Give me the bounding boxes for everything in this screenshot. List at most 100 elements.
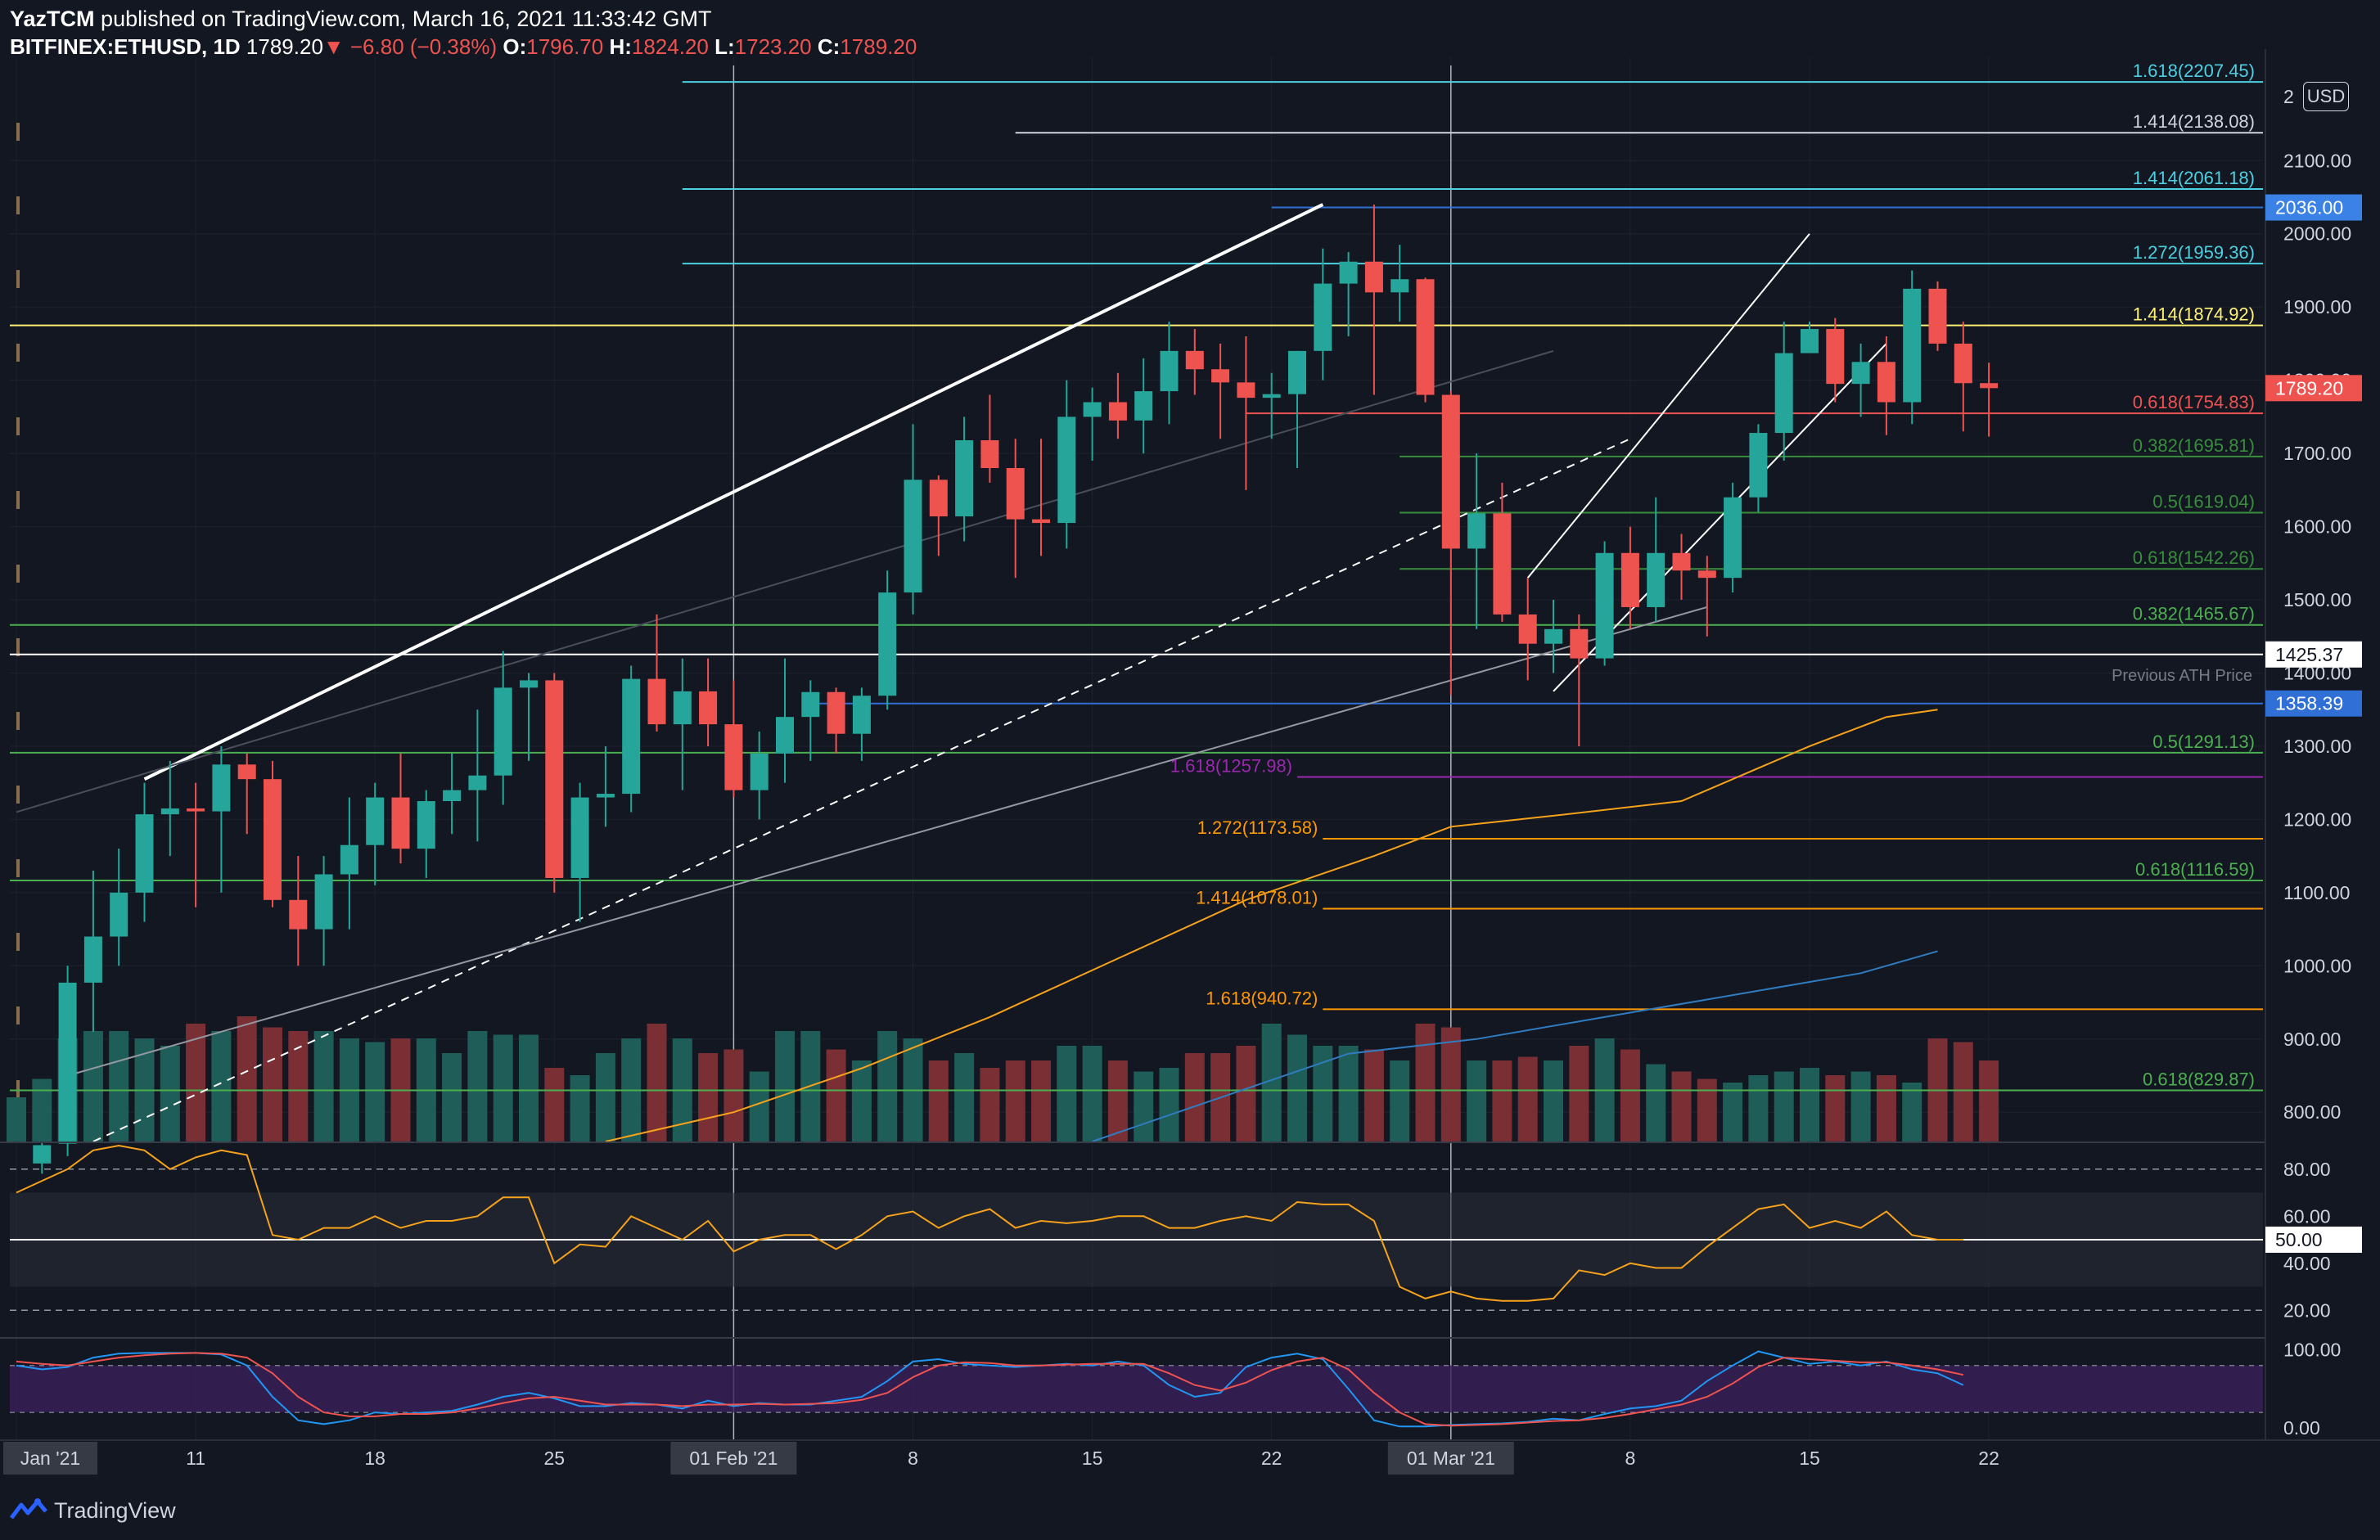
volume-bar bbox=[263, 1027, 282, 1141]
price-tick-label: 1600.00 bbox=[2283, 516, 2351, 538]
volume-bar bbox=[83, 1031, 103, 1141]
candle-body bbox=[1903, 288, 1922, 403]
volume-bar bbox=[1031, 1060, 1051, 1141]
last-price: 1789.20 bbox=[246, 34, 323, 59]
volume-bar bbox=[1800, 1068, 1819, 1141]
candle-body bbox=[1493, 513, 1512, 615]
volume-bar bbox=[1440, 1027, 1461, 1141]
open-value: 1796.70 bbox=[526, 34, 604, 59]
symbol-label[interactable]: BITFINEX:ETHUSD, 1D bbox=[10, 34, 241, 59]
trendline bbox=[1526, 233, 1810, 579]
candle-body bbox=[237, 764, 256, 780]
boxed-date-bg bbox=[3, 1442, 97, 1475]
volume-bar bbox=[1825, 1075, 1846, 1141]
candle-body bbox=[1339, 261, 1358, 284]
left-edge-marker bbox=[16, 859, 20, 877]
close-label: C: bbox=[817, 34, 841, 59]
time-tick-label: 22 bbox=[1978, 1448, 1999, 1469]
volume-bar bbox=[1492, 1060, 1512, 1141]
rsi-tick-label: 60.00 bbox=[2283, 1205, 2331, 1227]
candle-body bbox=[1851, 362, 1870, 385]
volume-bar bbox=[1850, 1071, 1871, 1141]
fib-level-label: 0.618(829.87) bbox=[2143, 1069, 2255, 1089]
candle-body bbox=[1160, 350, 1179, 392]
volume-bar bbox=[1236, 1046, 1256, 1141]
fib-level-label: 1.272(1959.36) bbox=[2133, 242, 2255, 263]
time-tick-label: 25 bbox=[544, 1448, 566, 1469]
fib-level-label: 0.618(1754.83) bbox=[2133, 392, 2255, 412]
candle-body bbox=[135, 814, 154, 893]
candle-body bbox=[1262, 394, 1281, 399]
candle-body bbox=[314, 874, 333, 930]
candle-body bbox=[1364, 261, 1383, 293]
volume-bar bbox=[928, 1060, 949, 1141]
volume-bar bbox=[1338, 1046, 1359, 1141]
volume-bar bbox=[1517, 1056, 1538, 1141]
candle-body bbox=[929, 480, 948, 517]
sma-blue-line bbox=[1092, 950, 1938, 1142]
left-edge-marker bbox=[16, 1006, 20, 1024]
volume-bar bbox=[1620, 1049, 1640, 1141]
candle-body bbox=[366, 797, 385, 845]
candle-body bbox=[647, 678, 666, 725]
volume-bar bbox=[1134, 1071, 1154, 1141]
volume-bar bbox=[1748, 1075, 1769, 1141]
last-price-tag-bg bbox=[2265, 375, 2362, 402]
boxed-date-label: 01 Feb '21 bbox=[689, 1448, 778, 1469]
candle-body bbox=[1672, 552, 1691, 571]
volume-bar bbox=[851, 1060, 872, 1141]
volume-bar bbox=[467, 1031, 488, 1141]
time-tick-label: 15 bbox=[1799, 1448, 1820, 1469]
candle-body bbox=[852, 696, 871, 734]
currency-button[interactable]: USD bbox=[2303, 82, 2349, 111]
stoch-tick-label: 0.00 bbox=[2283, 1417, 2320, 1439]
left-edge-marker bbox=[16, 933, 20, 951]
high-value: 1824.20 bbox=[631, 34, 709, 59]
left-edge-marker bbox=[16, 344, 20, 362]
volume-bar bbox=[109, 1031, 129, 1141]
sma-orange-line bbox=[605, 709, 1938, 1142]
candle-body bbox=[1006, 468, 1025, 520]
volume-bar bbox=[1544, 1060, 1563, 1141]
level-axis-tag-bg bbox=[2265, 641, 2362, 668]
volume-bar bbox=[1184, 1053, 1205, 1141]
candle-body bbox=[1570, 628, 1589, 659]
candle-body bbox=[980, 440, 999, 469]
volume-bar bbox=[775, 1031, 795, 1141]
rsi-mid-tag: 50.00 bbox=[2275, 1229, 2323, 1250]
boxed-date-bg bbox=[1387, 1442, 1514, 1475]
volume-bar bbox=[186, 1024, 206, 1141]
volume-bar bbox=[519, 1034, 539, 1141]
candle-body bbox=[1954, 343, 1972, 384]
rsi-mid-tag-bg bbox=[2265, 1227, 2362, 1253]
rsi-tick-label: 40.00 bbox=[2283, 1253, 2331, 1274]
stoch-tick-label: 100.00 bbox=[2283, 1340, 2341, 1361]
fib-level-label: 1.618(2207.45) bbox=[2133, 61, 2255, 81]
level-axis-tag: 2036.00 bbox=[2275, 197, 2343, 218]
time-tick-label: 18 bbox=[364, 1448, 385, 1469]
volume-bar bbox=[288, 1031, 309, 1141]
candle-body bbox=[1288, 350, 1306, 394]
volume-bar bbox=[32, 1078, 52, 1141]
tradingview-branding[interactable]: TradingView bbox=[10, 1493, 176, 1529]
trendline bbox=[143, 203, 1324, 781]
time-tick-label: 11 bbox=[186, 1448, 205, 1469]
candle-body bbox=[1032, 519, 1050, 524]
rsi-line bbox=[16, 1144, 1963, 1302]
publisher-name[interactable]: YazTCM bbox=[10, 7, 95, 31]
rsi-tick-label: 20.00 bbox=[2283, 1299, 2331, 1321]
tradingview-logo-icon bbox=[10, 1498, 47, 1520]
candle-body bbox=[1518, 614, 1537, 644]
volume-bar bbox=[1082, 1046, 1102, 1141]
fib-level-label: 0.5(1291.13) bbox=[2152, 732, 2255, 752]
candle-body bbox=[264, 779, 282, 900]
volume-bar bbox=[595, 1053, 615, 1141]
price-tick-label: 1200.00 bbox=[2283, 808, 2351, 830]
high-label: H: bbox=[609, 34, 632, 59]
trendline bbox=[67, 606, 1708, 1077]
candle-body bbox=[187, 808, 205, 812]
candle-body bbox=[596, 794, 615, 798]
open-label: O: bbox=[503, 34, 527, 59]
